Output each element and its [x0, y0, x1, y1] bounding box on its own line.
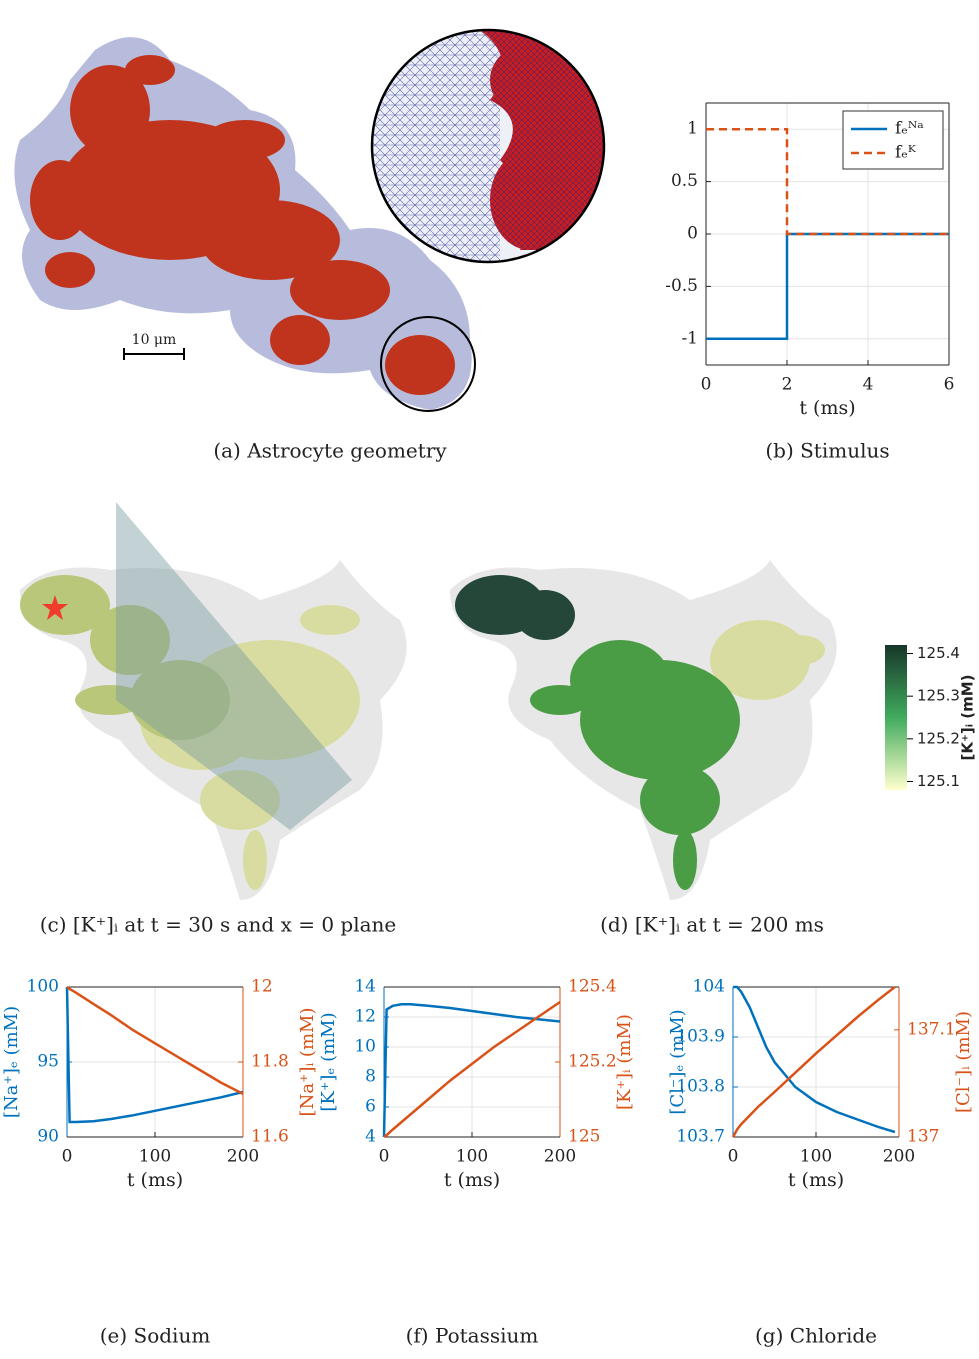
caption: (f) Potassium: [406, 1324, 539, 1348]
y-axis-label: [K⁺]ₑ (mM): [318, 1012, 339, 1111]
chart: 0 2 4 6 -1 -0.5 0 0.5 1 t (ms) (b) Stimulus fₑᴺᵃ fₑᴷ: [665, 103, 954, 463]
y2-tick-label: 125: [568, 1127, 600, 1147]
x-axis-label: t (ms): [444, 1169, 500, 1191]
x-axis-label: t (ms): [788, 1169, 844, 1191]
x-tick-label: 0: [379, 1147, 390, 1167]
potassium-render-30s: (c) [K⁺]ᵢ at t = 30 s and x = 0 plane: [20, 502, 407, 937]
x-tick-label: 200: [883, 1147, 915, 1167]
y2-axis-label: [Cl⁻]ᵢ (mM): [953, 1011, 974, 1113]
y-tick-label: 104: [693, 977, 725, 997]
x-axis-label: t (ms): [799, 397, 855, 419]
x-tick-label: 2: [782, 375, 793, 395]
x-tick-label: 200: [227, 1147, 259, 1167]
y-tick-label: -0.5: [665, 276, 698, 296]
colorbar-bar: [885, 645, 907, 790]
y-tick-label: 95: [37, 1052, 59, 1072]
series-line: [733, 987, 895, 1132]
colorbar-tick-label: 125.1: [917, 772, 960, 790]
x-tick-label: 100: [456, 1147, 488, 1167]
y2-tick-label: 125.2: [568, 1052, 617, 1072]
caption: (e) Sodium: [100, 1324, 211, 1348]
colorbar-label: [K⁺]ᵢ (mM): [959, 674, 977, 760]
y2-tick-label: 12: [251, 977, 273, 997]
chart: 0 100 200 4 6 8 10 12 14 125 125.2 125.4 t (ms) [K⁺]ₑ…: [318, 977, 635, 1348]
caption: (g) Chloride: [755, 1324, 877, 1348]
y-tick-label: 8: [365, 1067, 376, 1087]
colorbar: 125.1 125.2 125.3 125.4 [K⁺]ᵢ (mM): [885, 644, 977, 790]
y-tick-label: 100: [27, 977, 59, 997]
y2-tick-label: 125.4: [568, 977, 617, 997]
y-tick-label: 4: [365, 1127, 376, 1147]
y2-tick-label: 11.8: [251, 1052, 289, 1072]
caption: (b) Stimulus: [765, 439, 889, 463]
legend-box: [843, 111, 943, 169]
x-tick-label: 6: [944, 375, 955, 395]
y2-axis-label: [K⁺]ᵢ (mM): [614, 1014, 635, 1110]
y2-tick-label: 137.1: [907, 1019, 956, 1039]
y-tick-label: 90: [37, 1127, 59, 1147]
caption: (d) [K⁺]ᵢ at t = 200 ms: [600, 913, 824, 937]
y-tick-label: 6: [365, 1097, 376, 1117]
x-tick-label: 4: [863, 375, 874, 395]
y-tick-label: 12: [354, 1007, 376, 1027]
x-tick-label: 100: [139, 1147, 171, 1167]
x-tick-label: 0: [728, 1147, 739, 1167]
colorbar-tick-label: 125.4: [917, 644, 960, 662]
figure: 10 μm (a) Astrocyte geometry: [0, 0, 979, 1359]
colorbar-tick-label: 125.3: [917, 687, 960, 705]
legend-label: fₑᴷ: [895, 143, 917, 163]
x-axis-label: t (ms): [127, 1169, 183, 1191]
y-tick-label: -1: [681, 328, 698, 348]
y-tick-label: 0: [687, 224, 698, 244]
y2-axis-label: [Na⁺]ᵢ (mM): [297, 1008, 318, 1117]
x-tick-label: 0: [62, 1147, 73, 1167]
potassium-render-200ms: (d) [K⁺]ᵢ at t = 200 ms: [450, 560, 837, 937]
x-tick-label: 200: [544, 1147, 576, 1167]
chart: 0 100 200 90 95 100 11.6 11.8 12 t (ms) [Na⁺]ₑ (mM…: [1, 977, 318, 1348]
x-tick-label: 100: [800, 1147, 832, 1167]
y-tick-label: 10: [354, 1037, 376, 1057]
y-tick-label: 14: [354, 977, 376, 997]
y-axis-label: [Na⁺]ₑ (mM): [1, 1006, 22, 1118]
caption: (a) Astrocyte geometry: [213, 439, 447, 463]
caption: (c) [K⁺]ᵢ at t = 30 s and x = 0 plane: [40, 913, 397, 937]
y2-tick-label: 11.6: [251, 1127, 289, 1147]
x-tick-label: 0: [701, 375, 712, 395]
y2-tick-label: 137: [907, 1127, 939, 1147]
scale-bar-label: 10 μm: [132, 332, 177, 348]
page: 10 μm (a) Astrocyte geometry: [0, 0, 979, 1359]
y-tick-label: 1: [687, 119, 698, 139]
series-line: [733, 987, 895, 1137]
legend-label: fₑᴺᵃ: [895, 119, 924, 139]
y-tick-label: 0.5: [671, 171, 698, 191]
y-tick-label: 103.7: [676, 1127, 725, 1147]
astrocyte-geometry: 10 μm (a) Astrocyte geometry: [14, 28, 620, 463]
y-axis-label: [Cl⁻]ₑ (mM): [667, 1009, 688, 1114]
colorbar-tick-label: 125.2: [917, 729, 960, 747]
